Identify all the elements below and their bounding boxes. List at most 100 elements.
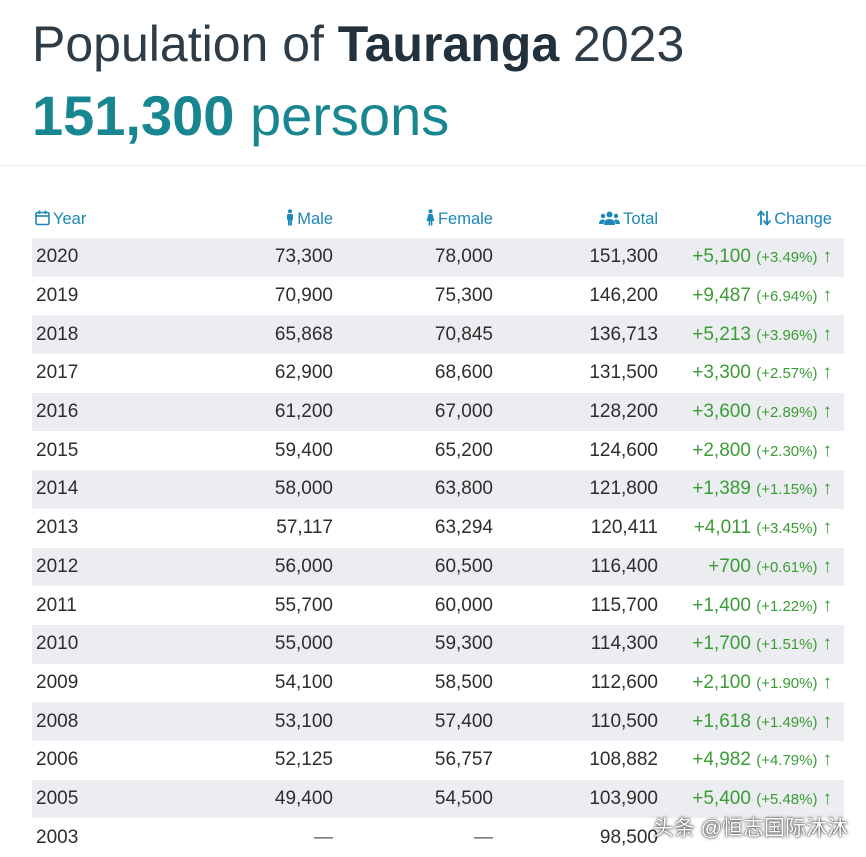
cell-change: +1,389 (+1.15%) ↑: [664, 470, 844, 509]
cell-total: 115,700: [590, 594, 658, 616]
up-arrow-icon: ↑: [822, 633, 833, 655]
table-row: 2019 70,900 75,300 146,200 +9,487 (+6.94%) ↑: [32, 277, 844, 316]
cell-change: +1,700 (+1.51%) ↑: [664, 624, 844, 664]
female-person-icon: [426, 209, 435, 226]
column-header-year[interactable]: Year: [32, 200, 142, 238]
cell-female: 78,000: [339, 238, 499, 277]
cell-female: 58,500: [434, 671, 493, 693]
up-arrow-icon: ↑: [822, 439, 833, 461]
cell-total: 151,300: [499, 238, 664, 277]
up-arrow-icon: ↑: [822, 555, 833, 577]
change-percent: (+2.89%): [756, 404, 818, 422]
cell-year: 2009: [36, 671, 79, 693]
cell-male: 54,100: [274, 671, 333, 693]
change-value: +1,618: [692, 710, 751, 732]
cell-year: 2006: [36, 749, 79, 771]
cell-year: 2012: [32, 547, 142, 587]
table-row: 2008 53,100 57,400 110,500 +1,618 (+1.49%) ↑: [32, 702, 844, 741]
up-arrow-icon: ↑: [822, 749, 833, 771]
cell-male: 58,000: [142, 470, 339, 509]
cell-female: 75,300: [434, 285, 493, 307]
cell-total: 136,713: [499, 315, 664, 355]
cell-year: 2005: [32, 779, 142, 819]
table-row: 2016 61,200 67,000 128,200 +3,600 (+2.89%) ↑: [32, 392, 844, 432]
column-label-change: Change: [774, 209, 832, 228]
cell-total: 128,200: [499, 392, 664, 432]
table-row: 2011 55,700 60,000 115,700 +1,400 (+1.22%) ↑: [32, 586, 844, 625]
cell-total: 98,500: [599, 826, 658, 848]
title-prefix: Population of: [32, 16, 338, 72]
cell-total: 112,600: [590, 671, 658, 693]
column-header-female[interactable]: Female: [339, 200, 499, 238]
cell-female: 60,500: [339, 547, 499, 587]
population-table: Year Male Female Total Change 2020 73,300…: [32, 200, 844, 857]
cell-change: +4,982 (+4.79%) ↑: [664, 741, 844, 780]
cell-year: 2019: [36, 285, 79, 307]
cell-male: 52,125: [274, 749, 333, 771]
table-row: 2014 58,000 63,800 121,800 +1,389 (+1.15%) ↑: [32, 470, 844, 509]
cell-male: 70,900: [274, 285, 333, 307]
change-percent: (+2.57%): [756, 365, 818, 383]
cell-change: +2,800 (+2.30%) ↑: [664, 431, 844, 470]
calendar-icon: [35, 210, 50, 225]
cell-change: +700 (+0.61%) ↑: [664, 547, 844, 587]
cell-year: 2014: [32, 470, 142, 509]
change-percent: (+4.79%): [756, 752, 818, 770]
cell-change: +2,100 (+1.90%) ↑: [664, 664, 844, 703]
cell-total: 146,200: [589, 285, 658, 307]
cell-change: +1,618 (+1.49%) ↑: [664, 702, 844, 741]
change-percent: (+1.90%): [756, 674, 818, 692]
change-percent: (+1.15%): [756, 481, 818, 499]
change-percent: (+5.48%): [756, 790, 818, 808]
cell-change: +5,400 (+5.48%) ↑: [664, 779, 844, 819]
up-arrow-icon: ↑: [822, 323, 833, 345]
cell-year: 2010: [32, 624, 142, 664]
up-arrow-icon: ↑: [822, 594, 833, 616]
cell-female: —: [474, 826, 493, 848]
title-year: 2023: [573, 16, 685, 72]
change-value: +3,300: [692, 362, 751, 384]
page-title: Population of Tauranga 2023: [32, 12, 684, 76]
up-arrow-icon: ↑: [822, 671, 833, 693]
table-row: 2012 56,000 60,500 116,400 +700 (+0.61%) ↑: [32, 547, 844, 587]
column-header-total[interactable]: Total: [499, 200, 664, 238]
cell-female: 60,000: [434, 594, 493, 616]
change-value: +1,400: [692, 594, 751, 616]
cell-male: 73,300: [142, 238, 339, 277]
cell-male: 55,000: [142, 624, 339, 664]
cell-male: 65,868: [142, 315, 339, 355]
change-value: +5,213: [692, 323, 751, 345]
title-city: Tauranga: [337, 16, 560, 72]
cell-change: +5,213 (+3.96%) ↑: [664, 315, 844, 355]
change-percent: (+1.51%): [756, 636, 818, 654]
table-row: 2013 57,117 63,294 120,411 +4,011 (+3.45%) ↑: [32, 509, 844, 548]
population-headline: 151,300 persons: [32, 80, 684, 152]
cell-year: 2011: [36, 594, 77, 616]
up-arrow-icon: ↑: [822, 517, 833, 539]
up-arrow-icon: ↑: [822, 401, 833, 423]
column-header-male[interactable]: Male: [142, 200, 339, 238]
cell-male: 55,700: [274, 594, 333, 616]
cell-female: 54,500: [339, 779, 499, 819]
population-unit: persons: [234, 84, 450, 147]
column-label-male: Male: [297, 210, 333, 228]
change-value: +5,100: [692, 246, 751, 268]
change-value: +2,800: [692, 439, 751, 461]
up-arrow-icon: ↑: [822, 362, 833, 384]
change-value: +1,700: [692, 633, 751, 655]
cell-female: 65,200: [434, 439, 493, 461]
table-row: 2018 65,868 70,845 136,713 +5,213 (+3.96%) ↑: [32, 315, 844, 355]
cell-female: 59,300: [339, 624, 499, 664]
table-row: 2006 52,125 56,757 108,882 +4,982 (+4.79%) ↑: [32, 741, 844, 780]
change-percent: (+6.94%): [756, 288, 818, 306]
up-arrow-icon: ↑: [822, 787, 833, 809]
cell-female: 63,294: [434, 517, 493, 539]
change-value: +700: [708, 555, 751, 577]
change-value: +1,389: [692, 478, 751, 500]
cell-total: 116,400: [499, 547, 664, 587]
column-header-change[interactable]: Change: [664, 200, 844, 238]
cell-total: 131,500: [589, 362, 658, 384]
change-value: +9,487: [692, 285, 751, 307]
population-value: 151,300: [32, 84, 235, 147]
table-row: 2010 55,000 59,300 114,300 +1,700 (+1.51%) ↑: [32, 624, 844, 664]
